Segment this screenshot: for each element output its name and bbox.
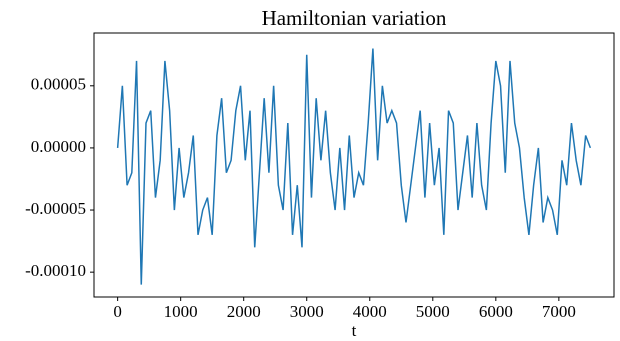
y-tick-label: -0.00005	[25, 199, 86, 218]
data-line	[116, 48, 592, 285]
x-tick-label: 7000	[542, 302, 576, 321]
x-tick-label: 6000	[479, 302, 513, 321]
plot-frame	[93, 32, 615, 298]
chart-title: Hamiltonian variation	[262, 6, 447, 30]
x-tick-label: 1000	[164, 302, 198, 321]
x-tick-label: 5000	[416, 302, 450, 321]
x-tick-label: 0	[113, 302, 122, 321]
y-tick-label: -0.00010	[25, 261, 86, 280]
x-tick-label: 2000	[227, 302, 261, 321]
y-tick-label: 0.00000	[31, 137, 86, 156]
x-tick-label: 4000	[353, 302, 387, 321]
x-tick-label: 3000	[290, 302, 324, 321]
x-axis-label: t	[352, 321, 357, 340]
y-tick-label: 0.00005	[31, 75, 86, 94]
